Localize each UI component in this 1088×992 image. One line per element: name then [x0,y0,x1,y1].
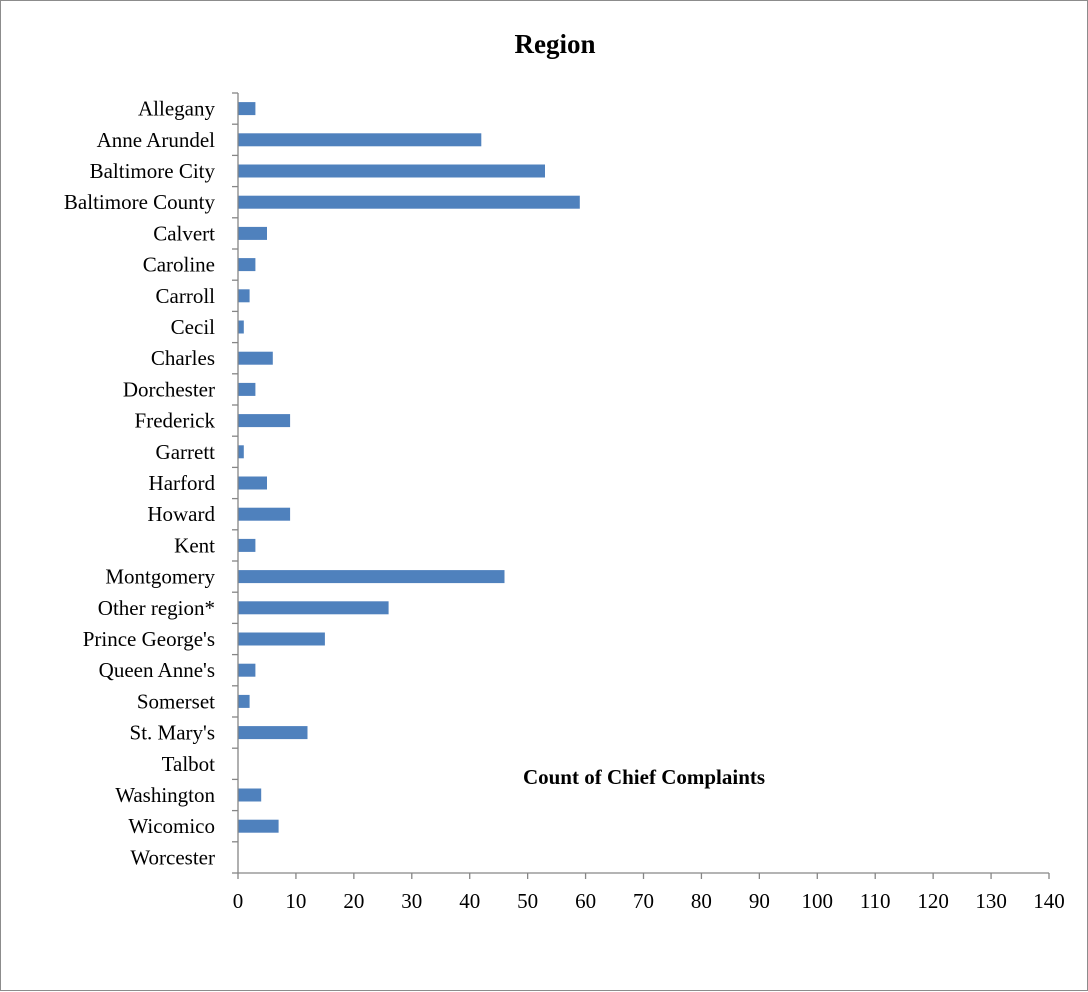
y-tick-label: Montgomery [105,565,215,589]
bar [238,445,244,459]
x-tick-label: 60 [575,889,596,913]
x-tick-label: 40 [459,889,480,913]
x-tick-label: 140 [1033,889,1065,913]
bar [238,632,325,646]
bar [238,507,291,521]
x-tick-label: 70 [633,889,654,913]
x-tick-label: 120 [917,889,949,913]
x-tick-label: 10 [285,889,306,913]
y-tick-label: Other region* [98,596,215,620]
y-tick-label: Anne Arundel [97,128,216,152]
x-axis-title: Count of Chief Complaints [523,765,765,789]
bar [238,195,580,209]
bar [238,538,256,552]
x-tick-label: 90 [749,889,770,913]
y-tick-label: Caroline [143,253,215,277]
y-tick-label: Somerset [137,689,215,713]
bar [238,289,250,303]
x-tick-label: 130 [975,889,1007,913]
y-tick-label: Wicomico [128,814,215,838]
y-tick-label: Prince George's [83,627,215,651]
y-tick-label: Allegany [138,97,215,121]
bar [238,726,308,740]
x-tick-label: 110 [860,889,891,913]
bar [238,570,505,584]
x-tick-label: 50 [517,889,538,913]
y-tick-label: Baltimore City [90,159,216,183]
y-tick-label: Harford [149,471,216,495]
bar [238,694,250,708]
x-tick-label: 100 [802,889,834,913]
y-tick-label: St. Mary's [130,721,215,745]
x-tick-label: 0 [233,889,244,913]
x-tick-label: 80 [691,889,712,913]
axes-layer [232,92,1050,879]
bar [238,351,273,365]
bar [238,476,267,490]
bar [238,164,545,178]
bar [238,258,256,272]
y-tick-label: Garrett [156,440,216,464]
chart-title: Region [515,29,596,59]
bar [238,382,256,396]
y-tick-label: Calvert [153,221,215,245]
bar [238,788,262,802]
bars-layer [238,102,580,833]
bar [238,102,256,116]
y-tick-label: Frederick [135,409,216,433]
x-tick-label: 30 [401,889,422,913]
y-tick-label: Cecil [171,315,215,339]
y-tick-label: Kent [174,533,215,557]
y-tick-label: Charles [151,346,215,370]
bar [238,601,389,615]
y-tick-label: Talbot [162,752,216,776]
labels-layer: Allegany Anne Arundel Baltimore City Baltim… [64,97,1065,913]
bar [238,320,244,334]
bar [238,226,267,240]
y-tick-label: Howard [147,502,215,526]
bar [238,663,256,677]
y-tick-label: Worcester [130,845,215,869]
y-tick-label: Washington [115,783,215,807]
y-tick-label: Carroll [156,284,216,308]
bar [238,133,482,147]
y-tick-label: Queen Anne's [99,658,215,682]
bar [238,819,279,833]
y-tick-label: Baltimore County [64,190,216,214]
y-tick-label: Dorchester [123,377,215,401]
bar [238,414,291,428]
x-tick-label: 20 [343,889,364,913]
